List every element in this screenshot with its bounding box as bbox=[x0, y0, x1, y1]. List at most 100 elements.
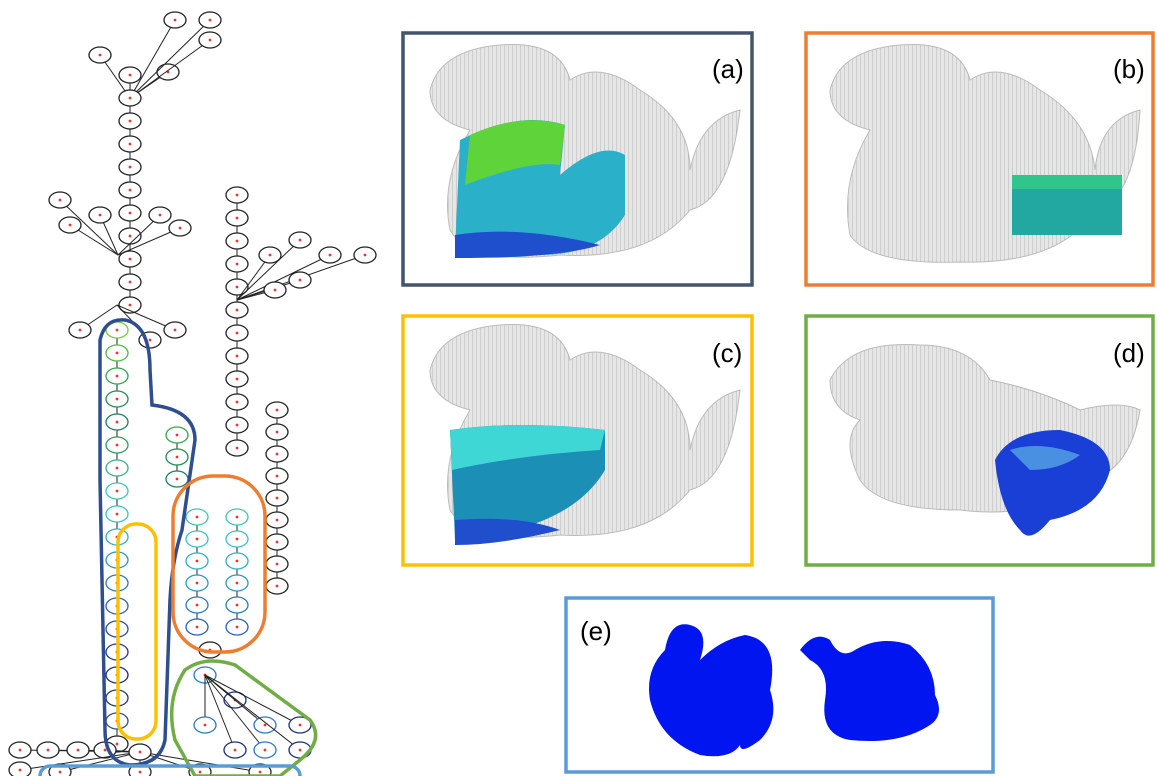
edge bbox=[205, 675, 300, 750]
dot bbox=[77, 749, 80, 752]
dot bbox=[204, 724, 207, 727]
dot bbox=[19, 769, 22, 772]
dot bbox=[47, 749, 50, 752]
dot bbox=[276, 475, 279, 478]
dot bbox=[99, 54, 102, 57]
dot bbox=[196, 516, 199, 519]
dot bbox=[329, 254, 332, 257]
dot bbox=[276, 453, 279, 456]
dot bbox=[129, 304, 132, 307]
panel-b: (b) bbox=[806, 33, 1153, 285]
dot bbox=[139, 771, 142, 774]
dot bbox=[276, 563, 279, 566]
dot bbox=[236, 263, 239, 266]
dot bbox=[159, 214, 162, 217]
dot bbox=[236, 309, 239, 312]
panel-a: (a) bbox=[403, 33, 752, 285]
dot bbox=[209, 39, 212, 42]
dot bbox=[129, 120, 132, 123]
dot bbox=[276, 409, 279, 412]
dot bbox=[129, 189, 132, 192]
dot bbox=[129, 212, 132, 215]
panel-e: (e) bbox=[566, 598, 993, 772]
tree bbox=[9, 12, 376, 776]
dot bbox=[19, 749, 22, 752]
dot bbox=[129, 281, 132, 284]
dot bbox=[116, 743, 119, 746]
dot bbox=[264, 724, 267, 727]
dot bbox=[129, 74, 132, 77]
dot bbox=[196, 582, 199, 585]
dot bbox=[234, 749, 237, 752]
dot bbox=[236, 604, 239, 607]
dot bbox=[129, 143, 132, 146]
edge bbox=[205, 675, 300, 725]
dot bbox=[116, 444, 119, 447]
dot bbox=[176, 478, 179, 481]
dot bbox=[99, 214, 102, 217]
dot bbox=[236, 447, 239, 450]
dot bbox=[116, 467, 119, 470]
dot bbox=[59, 199, 62, 202]
panel-label: (d) bbox=[1113, 338, 1145, 368]
dot bbox=[274, 289, 277, 292]
figure: (a) (b) (c) (d) (e) bbox=[0, 0, 1157, 776]
panel-label: (c) bbox=[712, 338, 742, 368]
dot bbox=[299, 749, 302, 752]
dot bbox=[236, 582, 239, 585]
dot bbox=[149, 339, 152, 342]
dot bbox=[196, 538, 199, 541]
dot bbox=[236, 401, 239, 404]
dot bbox=[116, 375, 119, 378]
dot bbox=[236, 355, 239, 358]
dot bbox=[196, 560, 199, 563]
segment bbox=[1012, 175, 1122, 189]
panel-d: (d) bbox=[806, 316, 1153, 565]
panel-c: (c) bbox=[403, 316, 752, 565]
dot bbox=[79, 329, 82, 332]
page: (a) (b) (c) (d) (e) (() => { const data … bbox=[0, 0, 1157, 776]
dot bbox=[236, 538, 239, 541]
dot bbox=[209, 19, 212, 22]
dot bbox=[299, 239, 302, 242]
panel-label: (b) bbox=[1113, 54, 1145, 84]
dot bbox=[364, 254, 367, 257]
dot bbox=[196, 626, 199, 629]
dot bbox=[199, 771, 202, 774]
dot bbox=[236, 332, 239, 335]
dot bbox=[299, 279, 302, 282]
dot bbox=[139, 751, 142, 754]
dot bbox=[264, 749, 267, 752]
dot bbox=[259, 771, 262, 774]
panel-label: (a) bbox=[712, 54, 744, 84]
dot bbox=[269, 254, 272, 257]
edge bbox=[130, 20, 210, 98]
panel-label: (e) bbox=[580, 616, 612, 646]
dot bbox=[276, 585, 279, 588]
edge bbox=[130, 20, 175, 98]
dot bbox=[236, 217, 239, 220]
segment bbox=[995, 430, 1110, 536]
edge bbox=[130, 40, 210, 98]
silhouette bbox=[649, 624, 773, 756]
dot bbox=[176, 456, 179, 459]
dot bbox=[174, 19, 177, 22]
dot bbox=[276, 497, 279, 500]
dot bbox=[69, 224, 72, 227]
dot bbox=[129, 258, 132, 261]
dot bbox=[236, 560, 239, 563]
dot bbox=[116, 329, 119, 332]
dot bbox=[116, 352, 119, 355]
dot bbox=[236, 378, 239, 381]
dot bbox=[116, 490, 119, 493]
dot bbox=[236, 240, 239, 243]
dot bbox=[104, 749, 107, 752]
dot bbox=[179, 227, 182, 230]
dot bbox=[276, 431, 279, 434]
dot bbox=[174, 329, 177, 332]
dot bbox=[129, 166, 132, 169]
silhouette bbox=[800, 637, 939, 741]
dot bbox=[236, 286, 239, 289]
dot bbox=[276, 519, 279, 522]
dot bbox=[196, 604, 199, 607]
